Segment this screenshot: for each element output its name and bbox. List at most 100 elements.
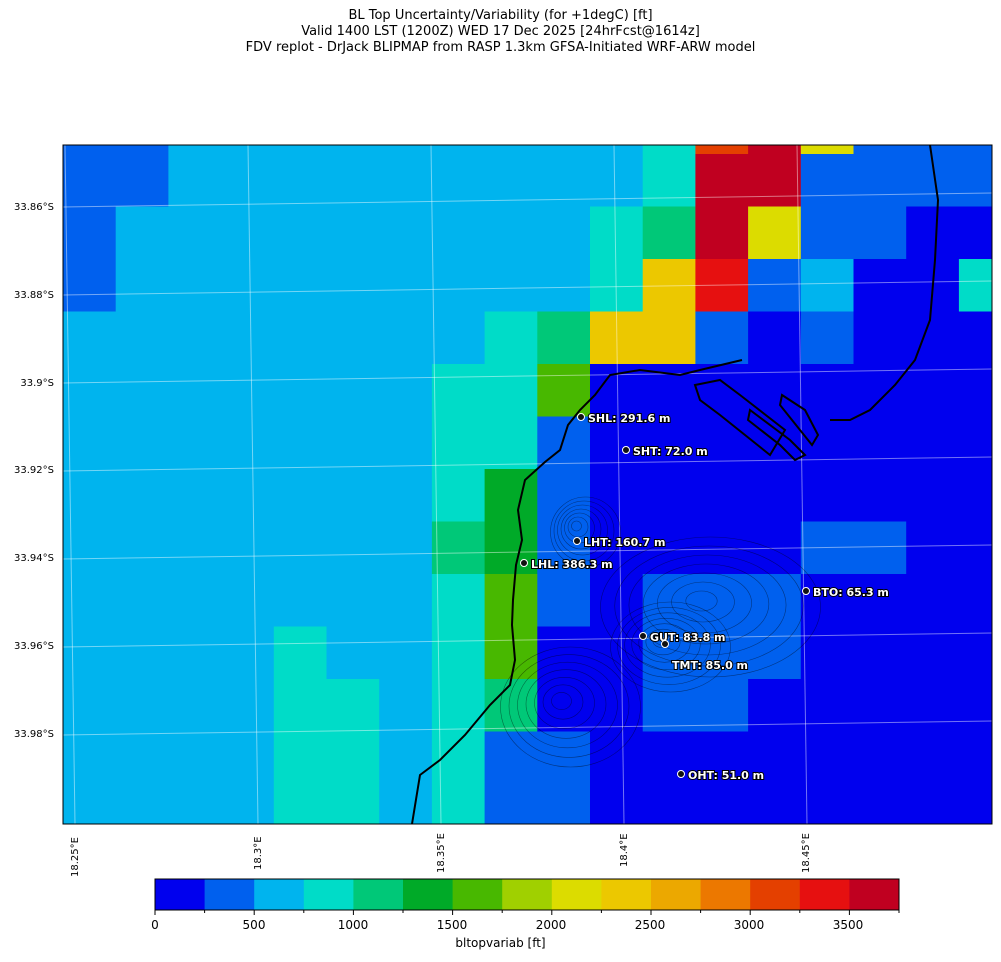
station-label-lht: LHT: 160.7 m <box>584 536 665 549</box>
grid-cell <box>800 784 855 824</box>
colorbar-tick-1000: 1000 <box>337 918 369 932</box>
grid-cell <box>115 145 169 154</box>
grid-cell <box>115 784 169 824</box>
grid-cell <box>484 364 538 418</box>
grid-cell <box>115 469 169 523</box>
grid-cell <box>221 206 275 260</box>
grid-cell <box>642 206 696 260</box>
grid-cell <box>853 626 907 680</box>
grid-cell <box>695 679 749 733</box>
grid-cell <box>958 154 992 208</box>
grid-cell <box>800 679 855 733</box>
grid-cell <box>906 679 960 733</box>
grid-cell <box>537 731 591 785</box>
grid-cell <box>115 259 169 313</box>
grid-cell <box>590 416 644 470</box>
grid-cell <box>115 521 169 575</box>
station-dot-lht <box>573 537 581 545</box>
grid-cell <box>906 574 960 628</box>
grid-cell <box>590 574 644 628</box>
grid-cell <box>63 679 117 733</box>
grid-cell <box>273 145 328 154</box>
grid-cell <box>168 784 222 824</box>
lat-label-33-9: 33.9°S <box>20 378 54 389</box>
grid-cell <box>958 626 992 680</box>
grid-cell <box>63 784 117 824</box>
grid-cell <box>748 521 802 575</box>
grid-cell <box>800 364 855 418</box>
grid-cell <box>115 626 169 680</box>
grid-cell <box>642 784 696 824</box>
grid-cell <box>431 626 486 680</box>
grid-cell <box>906 416 960 470</box>
grid-cell <box>379 784 433 824</box>
station-label-gut: GUT: 83.8 m <box>650 631 726 644</box>
colorbar-swatch <box>849 879 900 910</box>
grid-cell <box>273 364 328 418</box>
grid-cell <box>906 206 960 260</box>
grid-cell <box>484 784 538 824</box>
grid-cell <box>537 469 591 523</box>
grid-cell <box>642 574 696 628</box>
grid-cell <box>273 574 328 628</box>
grid-cell <box>590 206 644 260</box>
grid-cell <box>431 364 486 418</box>
grid-cell <box>537 311 591 365</box>
grid-cell <box>273 206 328 260</box>
grid-cell <box>168 311 222 365</box>
lon-label-18-25: 18.25°E <box>70 837 81 877</box>
title-line-1: BL Top Uncertainty/Variability (for +1de… <box>348 8 653 23</box>
grid-cell <box>959 837 1001 890</box>
grid-cell <box>642 145 696 154</box>
lon-label-18-35: 18.35°E <box>436 833 447 873</box>
grid-cell <box>590 259 644 313</box>
grid-cell <box>695 626 749 680</box>
grid-cell <box>221 731 275 785</box>
grid-cell <box>537 259 591 313</box>
grid-cell <box>800 206 855 260</box>
grid-cell <box>958 521 992 575</box>
grid-cell <box>800 521 855 575</box>
grid-cell <box>906 469 960 523</box>
grid-cell <box>800 574 855 628</box>
grid-cell <box>906 731 960 785</box>
grid-cell <box>853 574 907 628</box>
grid-cell <box>853 145 907 154</box>
grid-cell <box>221 469 275 523</box>
grid-cell <box>431 469 486 523</box>
colorbar-swatch <box>651 879 702 910</box>
grid-cell <box>748 574 802 628</box>
grid-cell <box>695 784 749 824</box>
grid-cell <box>326 154 380 208</box>
station-label-oht: OHT: 51.0 m <box>688 769 764 782</box>
grid-cell <box>906 626 960 680</box>
grid-cell <box>221 679 275 733</box>
grid-cell <box>958 206 992 260</box>
grid-cell <box>326 206 380 260</box>
station-dot-gut <box>639 632 647 640</box>
grid-cell <box>537 154 591 208</box>
grid-cell <box>273 731 328 785</box>
grid-cell <box>115 731 169 785</box>
grid-cell <box>431 416 486 470</box>
grid-cell <box>326 259 380 313</box>
grid-cell <box>431 206 486 260</box>
grid-cell <box>800 626 855 680</box>
lat-label-33-96: 33.96°S <box>14 641 54 652</box>
grid-cell <box>590 784 644 824</box>
grid-cell <box>326 521 380 575</box>
grid-cell <box>168 574 222 628</box>
colorbar-tick-3000: 3000 <box>733 918 765 932</box>
grid-cell <box>63 145 117 154</box>
colorbar-swatch <box>551 879 602 910</box>
grid-cell <box>431 145 486 154</box>
grid-cell <box>642 521 696 575</box>
grid-cell <box>379 416 433 470</box>
grid-cell <box>800 145 855 154</box>
grid-cell <box>326 364 380 418</box>
grid-cell <box>537 626 591 680</box>
title-line-2: Valid 1400 LST (1200Z) WED 17 Dec 2025 [… <box>301 24 700 39</box>
grid-cell <box>63 416 117 470</box>
grid-cell <box>958 469 992 523</box>
grid-cell <box>221 521 275 575</box>
